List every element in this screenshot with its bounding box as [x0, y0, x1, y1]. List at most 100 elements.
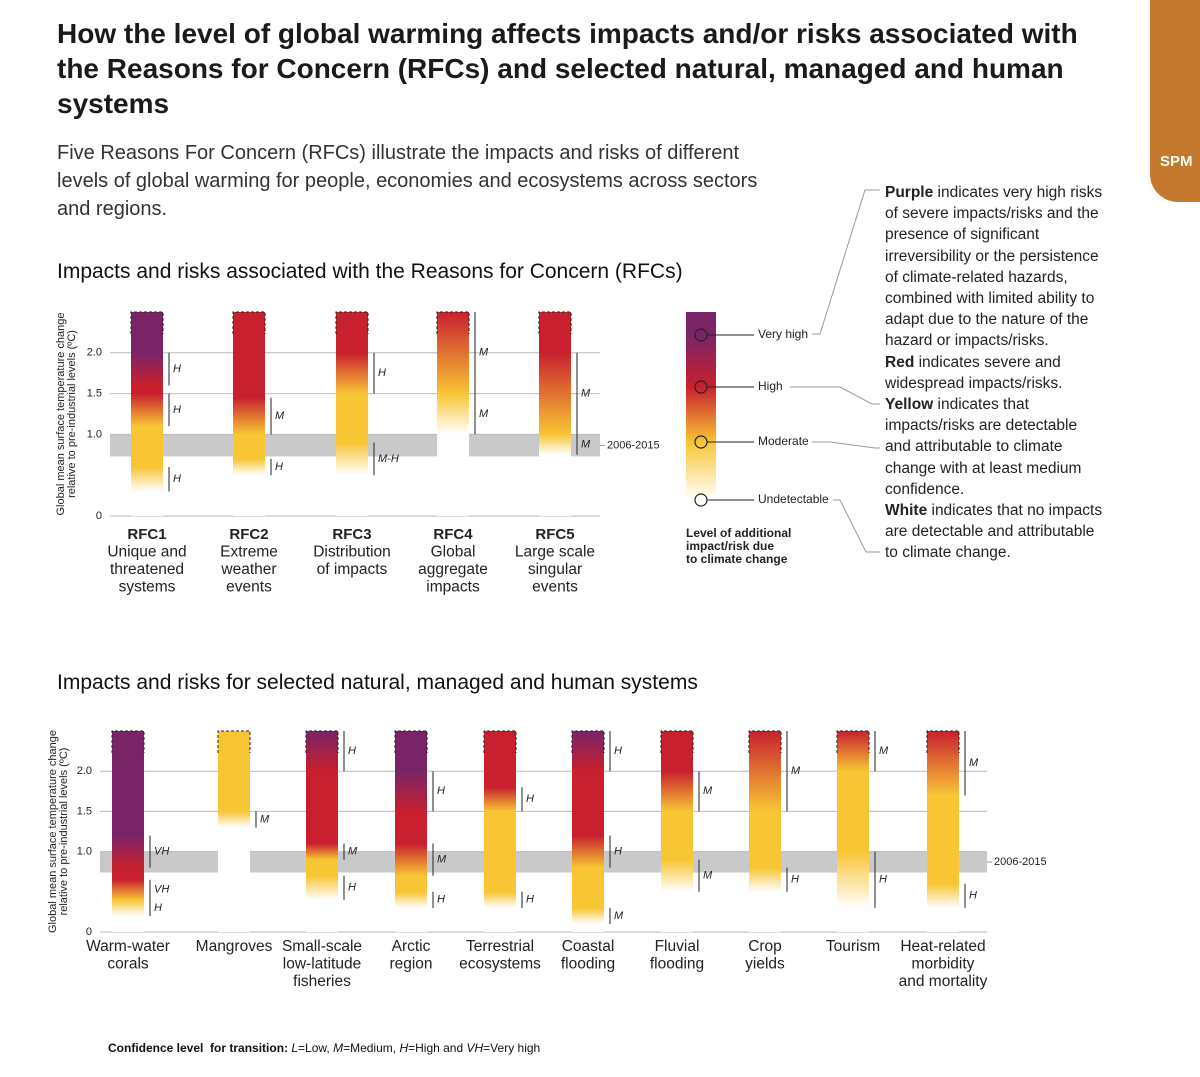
column-dashed-top [305, 730, 339, 753]
column-name: RFC1 [127, 526, 166, 543]
column-label: weather [220, 561, 276, 578]
footnote: Confidence level for transition: L=Low, … [108, 1041, 540, 1055]
tab-label: SPM [1160, 153, 1193, 170]
explanation: Red indicates severe and widespread impa… [885, 352, 1103, 394]
footnote-part: =Low, [298, 1041, 334, 1055]
y-axis-label-line: relative to pre-industrial levels (ºC) [58, 748, 70, 916]
footnote-part: Confidence level for transition: [108, 1041, 292, 1055]
footnote-part: =Medium, [343, 1041, 400, 1055]
explanation-text: indicates very high risks of severe impa… [885, 184, 1103, 350]
footnote-part: H [399, 1041, 409, 1055]
risk-column [233, 312, 265, 516]
column-label: Distribution [313, 544, 391, 561]
column-dashed-top [111, 730, 145, 753]
confidence-label: M [260, 813, 270, 825]
column-label: low-latitude [283, 956, 361, 973]
y-axis-label: Global mean surface temperature changere… [55, 312, 78, 515]
confidence-label: H [526, 894, 534, 906]
column-label: and mortality [899, 973, 988, 990]
y-tick-label: 2.0 [87, 347, 102, 359]
confidence-label: H [791, 874, 799, 886]
column-label: flooding [650, 956, 704, 973]
confidence-label: M [348, 846, 358, 858]
column-label: events [226, 579, 272, 596]
y-tick-label: 1.5 [77, 805, 92, 817]
confidence-label: H [348, 745, 356, 757]
explanation-lead: Purple [885, 184, 934, 201]
column-label: systems [119, 579, 176, 596]
risk-column [218, 731, 250, 932]
risk-column [539, 312, 571, 516]
column-label: region [389, 956, 432, 973]
column-label: singular [528, 561, 582, 578]
legend-title: to climate change [686, 552, 788, 566]
footnote-part: VH [466, 1041, 484, 1055]
footnote-part: M [333, 1041, 344, 1055]
explanation-lead: Red [885, 353, 915, 371]
risk-column [336, 312, 368, 516]
confidence-label: H [348, 882, 356, 894]
footnote-part: L [291, 1041, 299, 1055]
explanation: Yellow indicates that impacts/risks are … [885, 394, 1103, 500]
column-dashed-top [335, 311, 369, 334]
confidence-label: M [703, 870, 713, 882]
confidence-label: M [791, 765, 801, 777]
y-tick-label: 1.5 [87, 388, 102, 400]
confidence-label: H [378, 367, 386, 379]
column-dashed-top [660, 730, 694, 753]
confidence-label: M [969, 757, 979, 769]
confidence-label: M [581, 439, 591, 451]
footnote-part: =Very high [483, 1041, 541, 1055]
risk-column [484, 731, 516, 932]
confidence-label: M [703, 785, 713, 797]
column-label: Crop [748, 938, 782, 955]
band-label: 2006-2015 [994, 856, 1047, 868]
column-label: Extreme [220, 544, 278, 561]
leader-lines [790, 189, 880, 553]
confidence-label: H [437, 894, 445, 906]
explanation-lead: Yellow [885, 396, 934, 414]
y-tick-label: 2.0 [77, 765, 92, 777]
risk-column [837, 731, 869, 932]
confidence-label: H [437, 785, 445, 797]
confidence-label: M [275, 410, 285, 422]
confidence-label: VH [154, 884, 169, 896]
confidence-label: M [581, 388, 591, 400]
column-label: events [532, 579, 578, 596]
column-label: Mangroves [196, 938, 273, 955]
column-name: RFC2 [229, 526, 268, 543]
y-tick-label: 1.0 [77, 846, 92, 858]
column-label: Arctic [392, 938, 431, 955]
column-dashed-top [130, 311, 164, 334]
confidence-label: H [154, 902, 162, 914]
panel-heading: Impacts and risks for selected natural, … [57, 671, 698, 694]
risk-column [306, 731, 338, 932]
column-label: threatened [110, 561, 184, 578]
y-axis-label-line: relative to pre-industrial levels (ºC) [66, 330, 78, 498]
column-label: Large scale [515, 544, 595, 561]
confidence-label: H [614, 745, 622, 757]
column-dashed-top [232, 311, 266, 334]
confidence-label: H [275, 461, 283, 473]
column-label: Warm-water [86, 938, 170, 955]
column-dashed-top [748, 730, 782, 753]
legend-label: High [758, 379, 783, 393]
risk-column [395, 731, 427, 932]
y-tick-label: 1.0 [87, 428, 102, 440]
column-dashed-top [436, 311, 470, 334]
column-label: flooding [561, 956, 615, 973]
column-label: yields [745, 956, 785, 973]
explanation-text: indicates that no impacts are detectable… [885, 502, 1103, 562]
legend-explanations: Purple indicates very high risks of seve… [885, 182, 1103, 564]
risk-column [749, 731, 781, 932]
column-label: corals [107, 956, 149, 973]
risk-column [661, 731, 693, 932]
column-label: Tourism [826, 938, 880, 955]
column-label: ecosystems [459, 956, 541, 973]
risk-column [112, 731, 144, 932]
explanation-text: indicates severe and widespread impacts/… [885, 353, 1063, 392]
explanation-lead: White [885, 502, 928, 520]
column-label: Small-scale [282, 938, 362, 955]
column-label: impacts [426, 579, 480, 596]
